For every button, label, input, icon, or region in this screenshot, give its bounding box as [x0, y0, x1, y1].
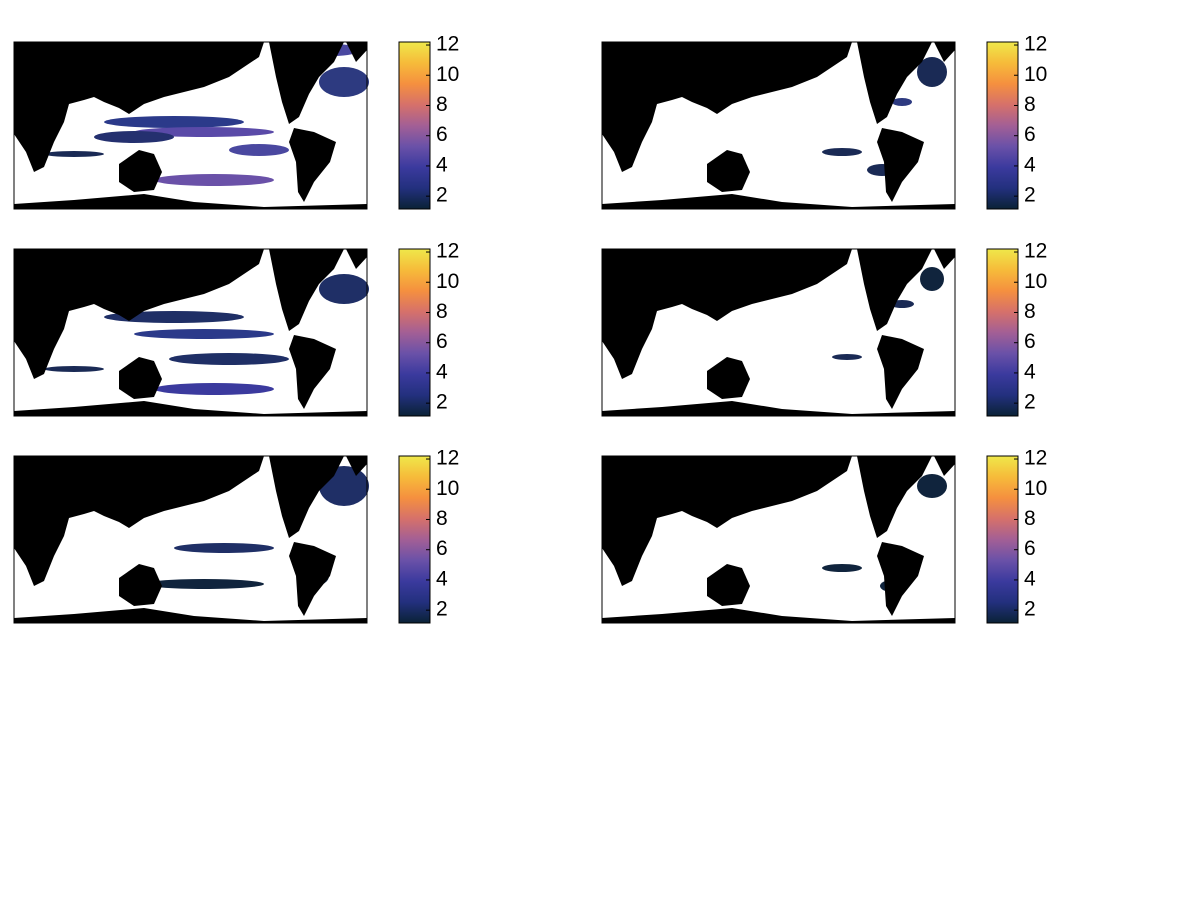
ocean-patch: [319, 67, 369, 97]
ocean-patch: [44, 151, 104, 157]
colorbar-tick-label: 8: [1024, 93, 1036, 116]
ocean-patch: [892, 98, 912, 106]
colorbar-tick-label: 6: [1024, 123, 1036, 146]
ocean-patch: [917, 474, 947, 498]
colorbar-tick-label: 4: [1024, 360, 1036, 383]
colorbar-tick-label: 10: [1024, 63, 1047, 86]
colorbar-tick-label: 10: [436, 63, 459, 86]
colorbar: [986, 455, 1019, 624]
colorbar-tick-label: 10: [1024, 477, 1047, 500]
map-frame: [601, 248, 956, 417]
colorbar-tick-label: 8: [436, 507, 448, 530]
ocean-patch: [104, 116, 244, 128]
map-frame: [13, 455, 368, 624]
map-panel: [13, 455, 369, 624]
colorbar-tick-label: 6: [1024, 537, 1036, 560]
colorbar-tick-label: 2: [436, 598, 448, 621]
ocean-patch: [832, 354, 862, 360]
colorbar-tick-label: 2: [1024, 391, 1036, 414]
colorbar: [986, 41, 1019, 210]
colorbar-tick-label: 6: [1024, 330, 1036, 353]
ocean-patch: [144, 579, 264, 589]
map-frame: [13, 41, 368, 210]
ocean-patch: [169, 353, 289, 365]
colorbar: [986, 248, 1019, 417]
map-panel: [13, 41, 369, 210]
colorbar-tick-label: 2: [436, 391, 448, 414]
colorbar-tick-label: 12: [1024, 33, 1047, 56]
ocean-patch: [319, 274, 369, 304]
colorbar-tick-label: 6: [436, 330, 448, 353]
ocean-patch: [174, 543, 274, 553]
map-panel: [601, 455, 956, 624]
colorbar-tick-label: 10: [436, 477, 459, 500]
colorbar-tick-label: 12: [1024, 240, 1047, 263]
colorbar-tick-label: 6: [436, 537, 448, 560]
colorbar-tick-label: 8: [436, 93, 448, 116]
map-frame: [13, 248, 368, 417]
colorbar-tick-label: 4: [436, 153, 448, 176]
ocean-patch: [44, 366, 104, 372]
ocean-patch: [94, 131, 174, 143]
colorbar-tick-label: 2: [436, 184, 448, 207]
colorbar-tick-label: 4: [1024, 567, 1036, 590]
ocean-patch: [822, 148, 862, 156]
colorbar-tick-label: 8: [1024, 507, 1036, 530]
ocean-patch: [134, 329, 274, 339]
colorbar-tick-label: 4: [1024, 153, 1036, 176]
map-frame: [601, 41, 956, 210]
ocean-patch: [917, 57, 947, 87]
colorbar-tick-label: 8: [436, 300, 448, 323]
colorbar-tick-label: 12: [436, 240, 459, 263]
colorbar-tick-label: 10: [436, 270, 459, 293]
map-frame: [601, 455, 956, 624]
map-panel: [601, 248, 956, 417]
ocean-patch: [920, 267, 944, 291]
colorbar-tick-label: 12: [436, 447, 459, 470]
colorbar-tick-label: 8: [1024, 300, 1036, 323]
colorbar: [398, 41, 431, 210]
map-panel: [13, 248, 369, 417]
ocean-patch: [154, 174, 274, 186]
ocean-patch: [822, 564, 862, 572]
colorbar-tick-label: 12: [1024, 447, 1047, 470]
colorbar-tick-label: 2: [1024, 184, 1036, 207]
colorbar-tick-label: 4: [436, 567, 448, 590]
colorbar-tick-label: 6: [436, 123, 448, 146]
colorbar: [398, 248, 431, 417]
colorbar-tick-label: 12: [436, 33, 459, 56]
map-panel: [601, 41, 956, 210]
colorbar-tick-label: 2: [1024, 598, 1036, 621]
ocean-patch: [154, 383, 274, 395]
colorbar-tick-label: 4: [436, 360, 448, 383]
colorbar: [398, 455, 431, 624]
ocean-patch: [229, 144, 289, 156]
colorbar-tick-label: 10: [1024, 270, 1047, 293]
